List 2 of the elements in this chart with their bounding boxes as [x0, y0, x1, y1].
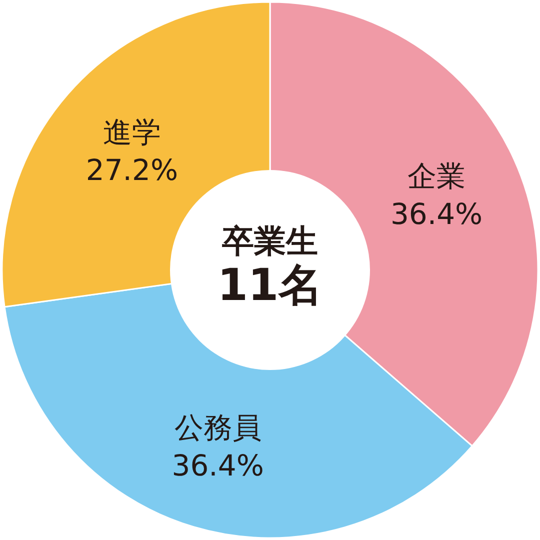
text: 11名	[217, 260, 323, 311]
text: 卒業生	[221, 222, 318, 260]
